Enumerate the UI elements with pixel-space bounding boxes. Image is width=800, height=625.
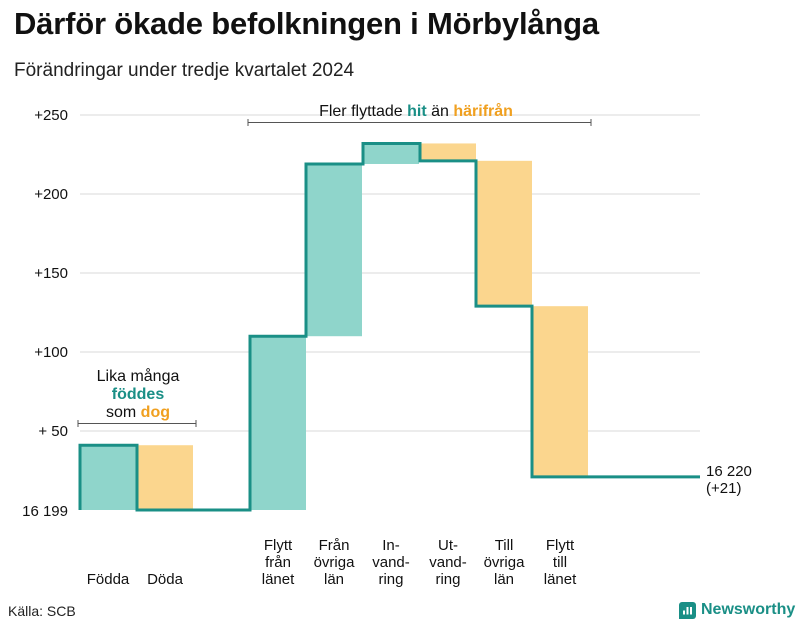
baseline-label: 16 199 [22,503,68,520]
waterfall-bar [250,336,306,510]
waterfall-bar [363,143,419,164]
x-category-label: Från övriga län [314,537,356,588]
cumulative-step-line [78,141,700,512]
end-change-label: (+21) [706,480,741,497]
x-category-label: Till övriga län [484,537,526,588]
annotation-born: föddes [112,386,165,403]
newsworthy-icon [679,601,696,619]
source-note: Källa: SCB [8,603,76,619]
waterfall-bar [137,445,193,510]
waterfall-bar [532,306,588,477]
waterfall-bar [80,445,136,510]
x-category-label: Döda [147,571,184,588]
chart-subtitle: Förändringar under tredje kvartalet 2024 [14,60,355,81]
annotation-top: Fler flyttade hit än härifrån [319,102,513,120]
brand-logo: Newsworthy [679,601,795,619]
y-tick-label: +250 [34,107,68,124]
end-value-label: 16 220 [706,463,752,480]
y-tick-label: +200 [34,186,68,203]
annotation-line: som dog [106,404,170,421]
brand-name: Newsworthy [701,601,796,618]
y-tick-label: +150 [34,265,68,282]
waterfall-bar [476,160,532,307]
x-category-label: Födda [87,571,130,588]
x-category-label: Flytt till länet [544,537,577,588]
annotation-line: Lika många [97,367,180,385]
x-category-label: In-vand-ring [372,537,410,588]
chart-title: Därför ökade befolkningen i Mörbylånga [14,6,599,41]
x-category-label: Ut-vand-ring [429,537,467,588]
waterfall-bar [420,143,476,161]
x-category-label: Flytt från länet [262,537,295,588]
y-tick-label: +100 [34,344,68,361]
left-bracket [77,420,197,427]
top-bracket [247,119,592,126]
waterfall-bar [306,163,362,337]
y-tick-label: + 50 [38,423,68,440]
